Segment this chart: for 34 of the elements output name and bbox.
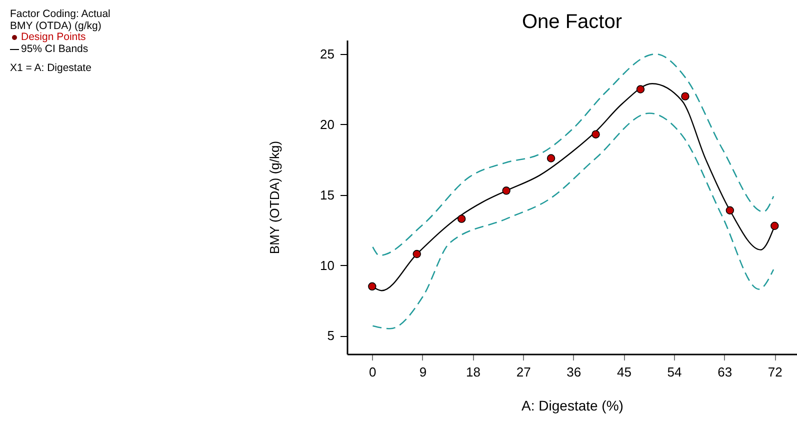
point [546,154,556,162]
x-axis-title: A: Digestate (%) [522,398,624,414]
y-tick-label: 10 [320,258,334,273]
point [770,222,779,230]
point [681,92,690,100]
x-tick-label: 18 [466,364,481,380]
y-axis-title: BMY (OTDA) (g/kg) [267,140,282,254]
point [412,250,421,258]
text: Design Points [20,31,86,44]
point [592,130,600,138]
x-tick-label: 54 [667,364,682,380]
y-tick-label: 15 [320,187,334,202]
y-tick-label: 5 [327,328,334,344]
x-tick-label: 9 [419,364,427,380]
point [726,206,734,214]
point [457,214,466,223]
line-series [372,53,774,256]
line-series [372,112,774,330]
x-tick-label: 63 [718,364,732,380]
text: X1 = A: Digestate [10,62,92,74]
text: Factor Coding: Actual [10,8,110,20]
y-tick-label: 25 [320,46,334,62]
point [502,186,510,195]
x-tick-label: 45 [616,364,632,380]
y-tick-label: 20 [320,116,334,132]
chart-title: One Factor [522,11,622,33]
point [368,282,376,291]
x-tick-label: 0 [369,364,376,380]
x-tick-label: 27 [516,364,531,380]
text: 95% CI Bands [20,42,90,55]
x-tick-label: 72 [768,364,782,380]
text: BMY (OTDA) (g/kg) [10,20,102,32]
x-tick-label: 36 [566,364,582,380]
point [636,85,645,94]
